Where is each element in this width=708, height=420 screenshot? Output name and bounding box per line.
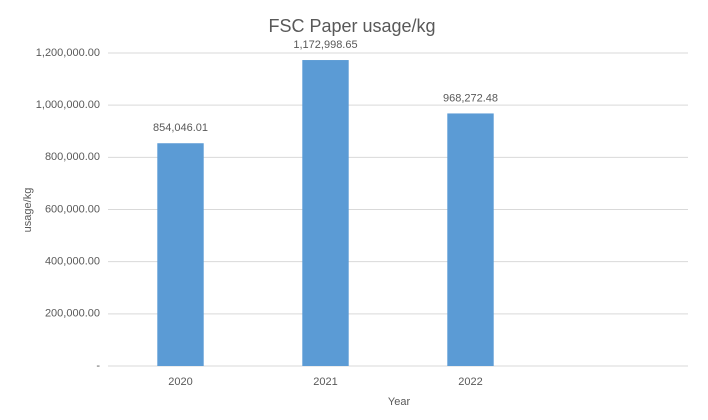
y-tick-label: - bbox=[96, 360, 100, 372]
y-tick-label: 600,000.00 bbox=[45, 203, 100, 215]
bar bbox=[447, 113, 494, 366]
chart-title: FSC Paper usage/kg bbox=[268, 16, 435, 36]
data-label: 968,272.48 bbox=[443, 92, 498, 104]
x-tick-label: 2021 bbox=[313, 376, 337, 388]
y-tick-label: 200,000.00 bbox=[45, 308, 100, 320]
y-tick-label: 400,000.00 bbox=[45, 256, 100, 268]
y-axis-label: usage/kg bbox=[22, 188, 34, 233]
y-tick-label: 1,200,000.00 bbox=[36, 47, 100, 59]
y-tick-label: 1,000,000.00 bbox=[36, 99, 100, 111]
x-tick-label: 2020 bbox=[168, 376, 192, 388]
data-label: 1,172,998.65 bbox=[293, 39, 357, 51]
x-tick-label: 2022 bbox=[458, 376, 482, 388]
data-label: 854,046.01 bbox=[153, 122, 208, 134]
x-axis-label: Year bbox=[388, 396, 411, 408]
bar bbox=[302, 60, 349, 367]
y-tick-label: 800,000.00 bbox=[45, 151, 100, 163]
bar bbox=[157, 143, 204, 366]
